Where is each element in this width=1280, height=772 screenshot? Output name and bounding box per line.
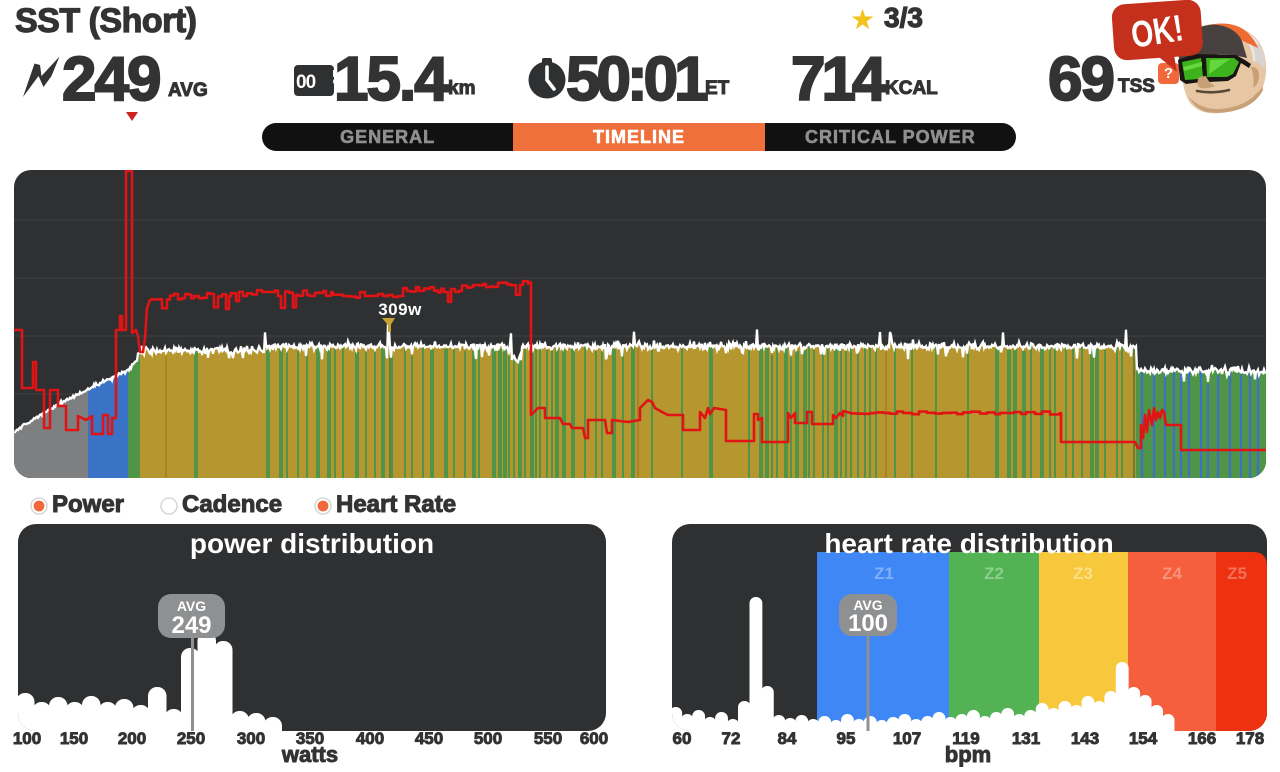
svg-text:AVG: AVG [853, 597, 882, 613]
svg-text:AVG: AVG [177, 598, 206, 614]
svg-text:Z5: Z5 [1227, 564, 1247, 583]
svg-text:heart rate distribution: heart rate distribution [824, 528, 1113, 559]
svg-text:249: 249 [171, 612, 211, 639]
svg-text:OK!: OK! [1128, 7, 1186, 56]
svg-text:00: 00 [296, 72, 316, 93]
svg-text:10: 10 [329, 69, 336, 86]
svg-text:Z2: Z2 [984, 564, 1004, 583]
svg-text:Z1: Z1 [874, 564, 894, 583]
svg-text:power distribution: power distribution [190, 528, 434, 559]
svg-text:100: 100 [848, 610, 888, 637]
svg-text:Z4: Z4 [1162, 564, 1182, 583]
svg-text:309w: 309w [378, 300, 422, 319]
svg-text:Z3: Z3 [1073, 564, 1093, 583]
